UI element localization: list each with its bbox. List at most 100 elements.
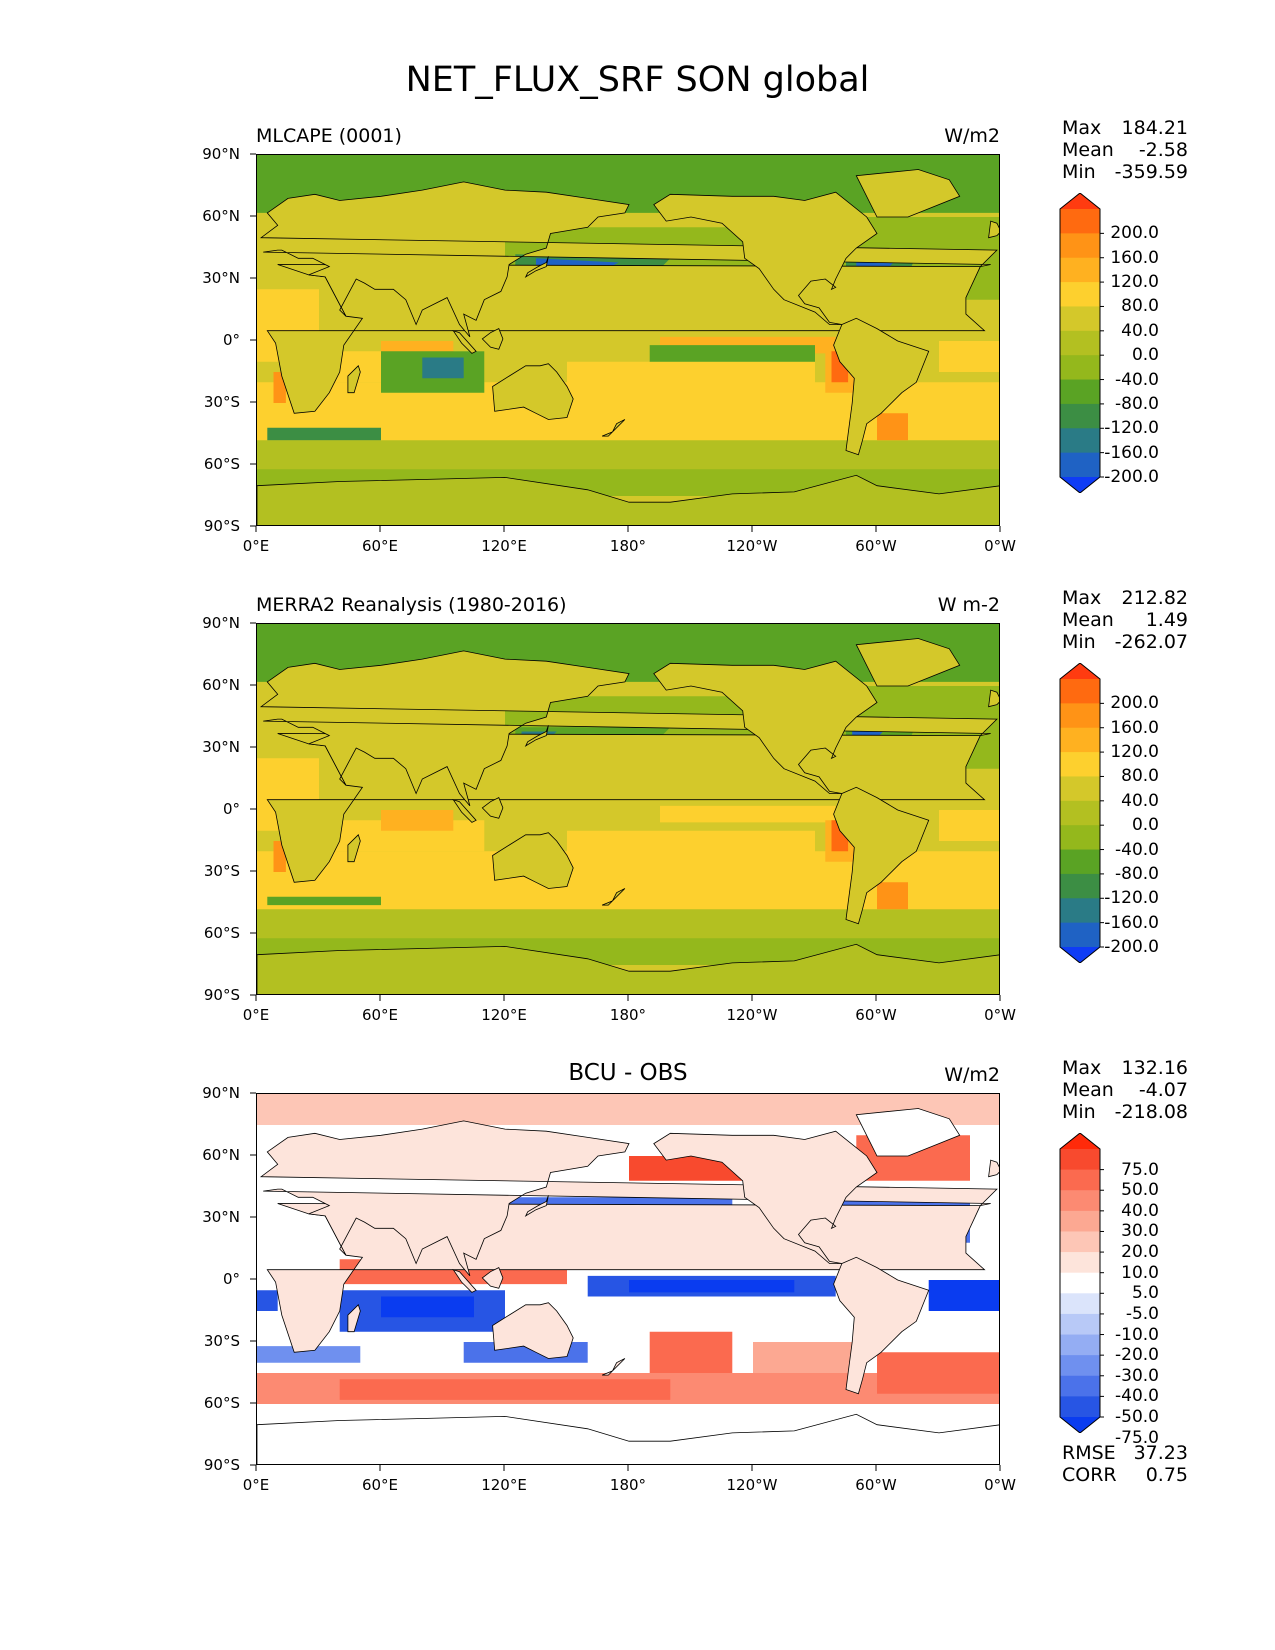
colorbar-tick-label: -200.0 — [1104, 937, 1159, 957]
coastline-madagascar — [347, 365, 361, 394]
coastline-antarctica — [257, 474, 999, 525]
contour-region — [257, 440, 999, 470]
contour-region — [567, 830, 815, 883]
colorbar-tick-label: 40.0 — [1121, 320, 1159, 341]
stat-mean: -4.07 — [1138, 1079, 1188, 1101]
stat-label: Mean — [1062, 609, 1114, 631]
colorbar-tick-label: -80.0 — [1115, 393, 1159, 414]
stat-label: CORR — [1062, 1464, 1117, 1486]
coastline-japan — [524, 725, 549, 747]
panel-title-center: BCU - OBS — [568, 1060, 688, 1086]
coastline-borneo — [481, 797, 504, 819]
colorbar-segment — [1060, 679, 1100, 704]
lat-tick-label: 90°S — [203, 1456, 240, 1474]
contour-region — [257, 1094, 999, 1125]
coastline-newzealand — [601, 419, 626, 437]
coastlines — [257, 638, 999, 994]
colorbar-segment — [1060, 727, 1100, 753]
colorbar-extend-bottom — [1060, 477, 1100, 493]
colorbar-extend-top — [1060, 663, 1100, 679]
colorbar-segment — [1060, 703, 1100, 729]
contour-region — [939, 810, 999, 841]
colorbar-extend-top — [1060, 193, 1100, 209]
lat-tick-label: 30°N — [202, 738, 240, 756]
colorbar-segment — [1060, 209, 1100, 234]
lon-tick-label: 60°E — [361, 1476, 399, 1494]
contour-region — [877, 1352, 999, 1394]
map-obs — [256, 623, 1000, 995]
coastline-madagascar — [347, 1304, 361, 1333]
lat-tick-label: 30°S — [203, 1332, 240, 1350]
colorbar-segment — [1060, 1355, 1100, 1377]
coastline-australia — [492, 1302, 574, 1359]
stat-min: -218.08 — [1114, 1101, 1188, 1123]
lon-tick-label: 180° — [609, 1476, 647, 1494]
coastline-uk — [988, 1159, 999, 1178]
lon-tick-label: 0°W — [984, 1476, 1016, 1494]
coastline-sumatra — [452, 329, 477, 354]
colorbar-tick-label: 75.0 — [1121, 1159, 1159, 1180]
colorbar-tick-label: -40.0 — [1115, 839, 1159, 860]
colorbar — [1059, 663, 1104, 963]
stats-box: Max 132.16 Mean -4.07 Min -218.08 — [1062, 1057, 1188, 1123]
colorbar-tick-label: 10.0 — [1121, 1262, 1159, 1283]
lon-tick-label: 120°E — [481, 1006, 527, 1024]
colorbar-tick-label: -160.0 — [1104, 912, 1159, 933]
map-model — [256, 154, 1000, 526]
contour-region — [257, 909, 999, 939]
coastline-samerica — [833, 786, 930, 925]
contour-region — [877, 413, 908, 441]
colorbar-tick-label: 160.0 — [1110, 247, 1159, 268]
stat-max: 184.21 — [1121, 117, 1188, 139]
contour-region — [381, 1296, 474, 1318]
colorbar-segment — [1060, 1293, 1100, 1315]
colorbar-tick-label: 80.0 — [1121, 766, 1159, 787]
lon-tick-label: 120°E — [481, 537, 527, 555]
colorbar-extend-bottom — [1060, 947, 1100, 963]
lat-tick-label: 60°S — [203, 1394, 240, 1412]
figure-title: NET_FLUX_SRF SON global — [405, 60, 870, 100]
field-map — [257, 624, 999, 994]
lat-tick-label: 0° — [222, 1270, 240, 1288]
colorbar-tick-label: -40.0 — [1115, 369, 1159, 390]
colorbar-segment — [1060, 1334, 1100, 1356]
colorbar-tick-label: -20.0 — [1115, 1345, 1159, 1366]
colorbar-segment — [1060, 330, 1100, 356]
colorbar-segment — [1060, 1190, 1100, 1212]
coastline-newzealand — [601, 1358, 626, 1376]
colorbar-segment — [1060, 379, 1100, 405]
coastline-eurasia — [259, 650, 998, 807]
contour-region — [877, 882, 908, 910]
colorbar-tick-label: -5.0 — [1125, 1303, 1159, 1324]
stat-label: Min — [1062, 161, 1096, 183]
colorbar-tick-label: 200.0 — [1110, 693, 1159, 714]
lon-tick-label: 60°E — [361, 537, 399, 555]
stat-label: Mean — [1062, 1079, 1114, 1101]
coastline-namerica — [653, 191, 878, 325]
colorbar-tick-label: 40.0 — [1121, 790, 1159, 811]
coastline-eurasia — [259, 1120, 998, 1277]
colorbar-segment — [1060, 849, 1100, 875]
lat-tick-label: 0° — [222, 331, 240, 349]
colorbar-segment — [1060, 922, 1100, 948]
stat-label: Max — [1062, 1057, 1102, 1079]
lat-tick-label: 90°S — [203, 517, 240, 535]
contour-region — [753, 1342, 857, 1373]
contour-region — [629, 1280, 795, 1293]
colorbar-tick-label: -30.0 — [1115, 1365, 1159, 1386]
colorbar-segment — [1060, 403, 1100, 429]
contour-region — [267, 896, 381, 906]
colorbar-tick-label: -50.0 — [1115, 1407, 1159, 1427]
map-diff — [256, 1093, 1000, 1465]
colorbar-segment — [1060, 257, 1100, 283]
colorbar — [1059, 1133, 1104, 1433]
colorbar-tick-label: 80.0 — [1121, 296, 1159, 317]
stat-rmse: 37.23 — [1133, 1442, 1188, 1464]
contour-region — [928, 1280, 999, 1311]
colorbar-tick-label: -160.0 — [1104, 442, 1159, 463]
lon-tick-label: 120°W — [726, 1006, 778, 1024]
contour-region — [660, 805, 836, 823]
lon-tick-label: 0°E — [242, 1006, 270, 1024]
colorbar-segment — [1060, 428, 1100, 454]
